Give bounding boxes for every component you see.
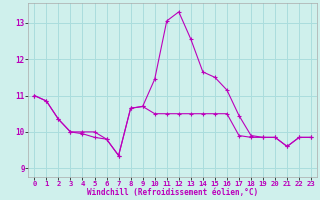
X-axis label: Windchill (Refroidissement éolien,°C): Windchill (Refroidissement éolien,°C) <box>87 188 258 197</box>
